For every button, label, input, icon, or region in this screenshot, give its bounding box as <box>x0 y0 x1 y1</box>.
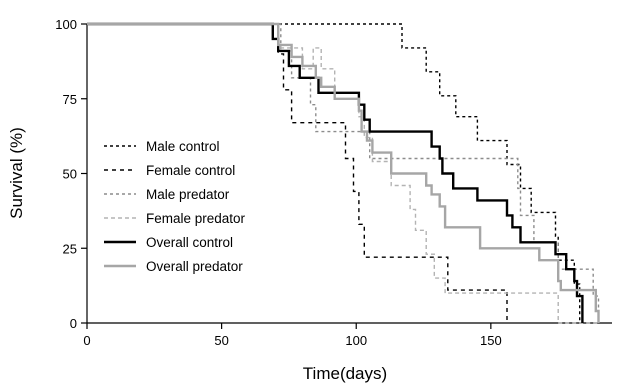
series-line-overall-predator <box>87 22 600 323</box>
y-tick-label: 25 <box>63 241 77 256</box>
legend-label-female-control: Female control <box>146 163 235 178</box>
legend-label-overall-control: Overall control <box>146 235 233 250</box>
legend-label-female-predator: Female predator <box>146 211 246 226</box>
x-tick-label: 0 <box>83 333 90 348</box>
x-tick-label: 100 <box>345 333 367 348</box>
y-axis-title: Survival (%) <box>7 127 26 219</box>
legend-label-overall-predator: Overall predator <box>146 259 243 274</box>
y-tick-label: 100 <box>55 17 77 32</box>
x-axis-title: Time(days) <box>303 364 387 383</box>
series-line-male-predator <box>87 23 600 323</box>
x-tick-label: 150 <box>480 333 502 348</box>
series-layer <box>87 22 600 324</box>
y-tick-label: 50 <box>63 167 77 182</box>
series-line-female-control <box>87 23 508 323</box>
y-tick-label: 0 <box>70 316 77 331</box>
series-line-female-predator <box>87 23 599 324</box>
legend-label-male-predator: Male predator <box>146 187 230 202</box>
legend-label-male-control: Male control <box>146 139 220 154</box>
x-tick-label: 50 <box>214 333 228 348</box>
series-line-overall-control <box>87 22 584 323</box>
legend: Male control Female control Male predator F… <box>104 139 246 274</box>
ticks: 0 25 50 75 100 0 50 100 150 <box>55 17 501 348</box>
y-tick-label: 75 <box>63 92 77 107</box>
